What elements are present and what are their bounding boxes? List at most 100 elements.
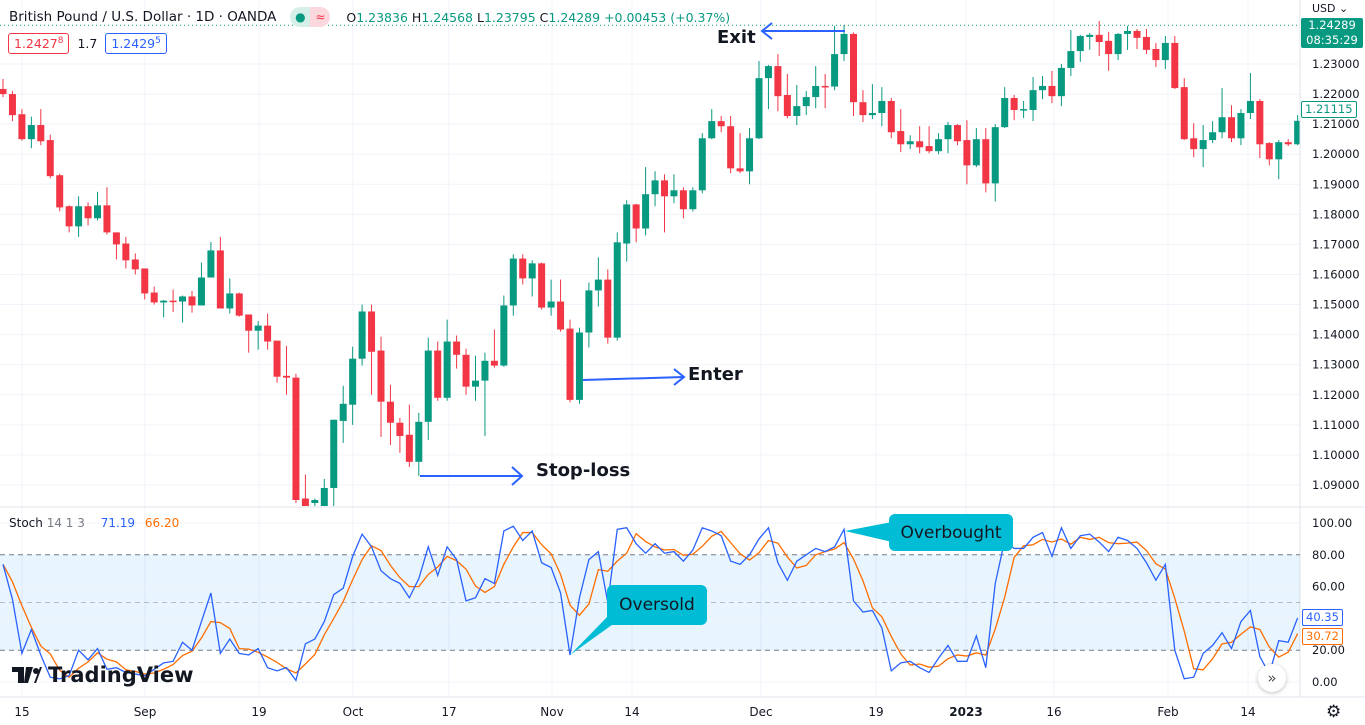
candle-body: [424, 350, 432, 422]
candle-body: [802, 97, 810, 107]
settings-gear-icon[interactable]: ⚙: [1326, 702, 1342, 722]
candle-body: [651, 180, 659, 195]
exit-arrow-head: [760, 22, 773, 40]
candle-body: [18, 114, 26, 140]
ohlc-readout: O1.23836 H1.24568 L1.23795 C1.24289 +0.0…: [346, 10, 730, 25]
price-axis-label: 1.12000: [1312, 388, 1360, 402]
candle-body: [481, 360, 489, 381]
candle-body: [1086, 34, 1094, 37]
candle-body: [188, 296, 196, 306]
candle-body: [821, 85, 829, 88]
price-axis-label: 1.14000: [1312, 328, 1360, 342]
spread: 1.7: [77, 36, 98, 52]
price-axis-label: 1.10000: [1312, 448, 1360, 462]
candle-body: [179, 296, 187, 302]
candle-body: [840, 33, 848, 55]
candle-body: [273, 340, 281, 377]
exit-label: Exit: [717, 27, 756, 48]
chevron-down-icon: ⌄: [1339, 2, 1349, 15]
candle-body: [1218, 117, 1226, 133]
approx-icon[interactable]: ≈: [310, 7, 331, 27]
candle-body: [604, 279, 612, 338]
double-chevron-right-icon: »: [1267, 669, 1277, 687]
candle-body: [963, 140, 971, 166]
time-axis-label: 19: [868, 705, 883, 719]
candle-body: [557, 301, 565, 330]
stoch-k-line: [2, 525, 1299, 682]
time-axis-label: Nov: [540, 705, 563, 719]
candle-body: [878, 100, 886, 114]
candle-body: [1265, 143, 1273, 160]
price-axis-label: 1.19000: [1312, 177, 1360, 191]
candle-body: [1124, 30, 1132, 34]
currency-selector[interactable]: USD ⌄: [1312, 2, 1348, 15]
sell-button[interactable]: 1.24278: [8, 33, 70, 55]
time-axis-label: 16: [1046, 705, 1061, 719]
scroll-to-realtime-button[interactable]: »: [1258, 664, 1286, 692]
candle-body: [1152, 48, 1160, 61]
price-pane[interactable]: [0, 20, 1301, 650]
price-axis-label: 1.16000: [1312, 267, 1360, 281]
price-axis-label: 1.13000: [1312, 358, 1360, 372]
overbought-callout: Overbought: [889, 514, 1013, 551]
candle-body: [27, 125, 35, 140]
candle-body: [698, 138, 706, 191]
candle-body: [320, 487, 328, 506]
candle-body: [301, 498, 309, 506]
candle-body: [368, 311, 376, 352]
candle-body: [1256, 100, 1264, 145]
stoch-params: 14 1 3: [46, 516, 85, 530]
symbol-title[interactable]: British Pound / U.S. Dollar · 1D · OANDA: [9, 9, 277, 25]
buy-button[interactable]: 1.24295: [105, 33, 167, 55]
candle-body: [349, 358, 357, 405]
candle-body: [264, 325, 272, 342]
stoch-d-tag: 30.72: [1302, 628, 1343, 645]
price-axis-label: 1.09000: [1312, 478, 1360, 492]
time-axis-label: Oct: [343, 705, 364, 719]
candle-body: [500, 305, 508, 366]
candle-body: [0, 88, 7, 95]
candle-body: [1180, 87, 1188, 140]
candle-body: [434, 350, 442, 398]
enter-arrow-head: [673, 368, 686, 386]
tradingview-wordmark: TradingView: [48, 663, 194, 687]
candle-body: [8, 94, 16, 116]
time-axis-label: 2023: [949, 705, 982, 719]
bar-countdown: 08:35:29: [1306, 33, 1358, 47]
stoch-axis-label: 100.00: [1312, 516, 1352, 530]
low-value: 1.23795: [483, 9, 536, 25]
time-axis-label: Dec: [749, 705, 772, 719]
price-axis-label: 1.15000: [1312, 298, 1360, 312]
stoch-legend[interactable]: Stoch 14 1 3 71.19 66.20: [9, 516, 179, 530]
stop-loss-label: Stop-loss: [536, 460, 631, 481]
candle-body: [916, 141, 924, 148]
candle-body: [1171, 42, 1179, 89]
market-open-dot-icon[interactable]: ●: [290, 7, 311, 27]
stoch-axis-label: 80.00: [1312, 548, 1345, 562]
candle-body: [37, 125, 45, 142]
buy-price-pip: 5: [155, 36, 161, 46]
candle-body: [906, 141, 914, 145]
candle-body: [112, 232, 120, 245]
stoch-k-tag: 40.35: [1302, 609, 1343, 626]
candle-body: [141, 268, 149, 294]
candle-body: [982, 139, 990, 184]
candle-body: [65, 206, 73, 227]
candle-body: [235, 293, 243, 316]
oversold-callout: Oversold: [607, 585, 707, 625]
price-axis-label: 1.22000: [1312, 87, 1360, 101]
marker-price-tag: 1.21115: [1301, 101, 1357, 118]
candle-body: [197, 277, 205, 306]
candle-body: [670, 190, 678, 197]
stoch-axis-label: 20.00: [1312, 643, 1345, 657]
candle-body: [793, 106, 801, 117]
price-axis-label: 1.18000: [1312, 207, 1360, 221]
time-axis-label: 14: [1240, 705, 1255, 719]
candle-body: [169, 300, 177, 303]
tradingview-logo[interactable]: TradingView: [12, 663, 193, 687]
tradingview-logo-icon: [12, 667, 42, 683]
candle-body: [1076, 36, 1084, 52]
open-label: O: [346, 9, 357, 25]
candle-body: [46, 140, 54, 177]
